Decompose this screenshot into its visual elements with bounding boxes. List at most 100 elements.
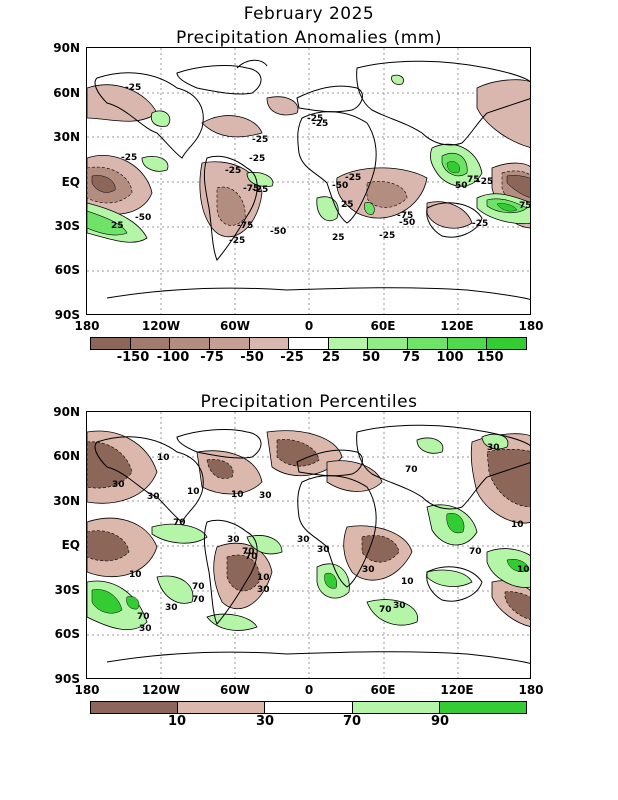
contour-label: -50 [399,218,415,228]
contour-label: -25 [379,231,395,241]
lon-label: 180 [518,683,544,697]
colorbar-swatch [91,338,131,349]
contour-label: -25 [125,83,141,93]
contour-label: 10 [157,453,170,463]
lon-label: 180 [518,319,544,333]
lon-label: 120E [440,683,474,697]
lon-label: 60W [220,319,250,333]
lat-label: 60N [53,86,80,100]
lat-label: EQ [61,538,80,552]
lon-label: 120W [141,683,181,697]
contour-label: 25 [341,200,354,210]
contour-label: 10 [129,570,142,580]
contour-label: 10 [231,490,244,500]
contour-label: -50 [135,213,151,223]
contour-label: -25 [477,177,493,187]
contour-label: -75 [237,221,253,231]
coastlines [94,59,530,300]
contour-label: 30 [139,624,152,634]
lon-label: 60E [370,683,396,697]
contour-label: 70 [242,547,255,557]
contour-label: 25 [111,221,124,231]
colorbar-swatch [408,338,448,349]
lat-label: 30N [53,130,80,144]
lon-label: 180 [74,319,100,333]
anomaly-map: -25 -25 -25 -25 -25 -25 -50 -75 -50 -25 … [86,47,531,315]
lat-label: 90N [53,405,80,419]
contour-label: -50 [270,227,286,237]
lon-label: 180 [74,683,100,697]
lon-label: 0 [304,683,314,697]
lat-label: 30S [54,583,80,597]
contour-label: 70 [192,595,205,605]
anomaly-colorbar [90,337,527,350]
lat-label: 90N [53,41,80,55]
contour-label: -25 [252,185,268,195]
contour-label: 30 [257,585,270,595]
contour-label: 10 [401,577,414,587]
coastlines [94,424,530,664]
colorbar-label: 25 [321,350,341,365]
contour-labels: 10 30 10 30 10 30 70 30 70 10 70 10 30 7… [112,443,530,634]
colorbar-swatch [265,702,353,713]
contour-label: 30 [147,492,160,502]
contour-label: -50 [332,181,348,191]
colorbar-label: -150 [116,350,150,365]
anomaly-map-title: Precipitation Anomalies (mm) [176,28,442,48]
anomaly-map-graphic: -25 -25 -25 -25 -25 -25 -50 -75 -50 -25 … [87,48,530,314]
contour-label: -75 [397,211,413,221]
contour-label: 75 [467,175,480,185]
contour-label: 30 [393,601,406,611]
colorbar-label: -100 [156,350,190,365]
colorbar-swatch [352,702,440,713]
colorbar-swatch [91,702,179,713]
contour-label: -25 [121,153,137,163]
colorbar-label: 10 [167,714,187,729]
contour-label: 70 [405,465,418,475]
contour-label: -25 [225,166,241,176]
contour-label: 25 [332,233,345,243]
contour-label: -25 [345,173,361,183]
contour-label: 70 [137,612,150,622]
contour-label: 70 [173,518,186,528]
percentile-colorbar [90,701,527,714]
colorbar-swatch [178,702,266,713]
colorbar-label: 30 [255,714,275,729]
colorbar-swatch [368,338,409,349]
contour-label: 30 [297,535,310,545]
lon-label: 60W [220,683,250,697]
colorbar-label: -50 [240,350,264,365]
contour-label: -25 [307,114,323,124]
percentile-map: 10 30 10 30 10 30 70 30 70 10 70 10 30 7… [86,411,531,679]
contour-label: -75 [243,184,259,194]
colorbar-label: 75 [401,350,421,365]
contour-label: 50 [455,181,468,191]
percentile-map-graphic: 10 30 10 30 10 30 70 30 70 10 70 10 30 7… [87,412,530,678]
colorbar-label: 100 [436,350,464,365]
colorbar-swatch [289,338,329,349]
contour-label: -25 [229,236,245,246]
percentile-map-title: Precipitation Percentiles [200,392,418,412]
colorbar-swatch [439,702,527,713]
contour-label: -25 [472,219,488,229]
contour-label: 30 [362,565,375,575]
colorbar-label: 70 [342,714,362,729]
contour-label: 30 [227,535,240,545]
contour-label: 30 [487,443,500,453]
contour-label: 30 [165,603,178,613]
lon-label: 120E [440,319,474,333]
contour-label: -25 [249,154,265,164]
lat-label: 60N [53,449,80,463]
colorbar-label: 150 [476,350,504,365]
lat-label: EQ [61,175,80,189]
lat-label: 60S [54,263,80,277]
colorbar-label: 90 [430,714,450,729]
lat-label: 90S [54,308,80,322]
lon-label: 0 [304,319,314,333]
page-title: February 2025 [243,4,375,24]
colorbar-swatch [487,338,527,349]
contour-label: 10 [187,487,200,497]
contour-label: 70 [469,547,482,557]
lon-label: 60E [370,319,396,333]
contour-label: -25 [252,135,268,145]
